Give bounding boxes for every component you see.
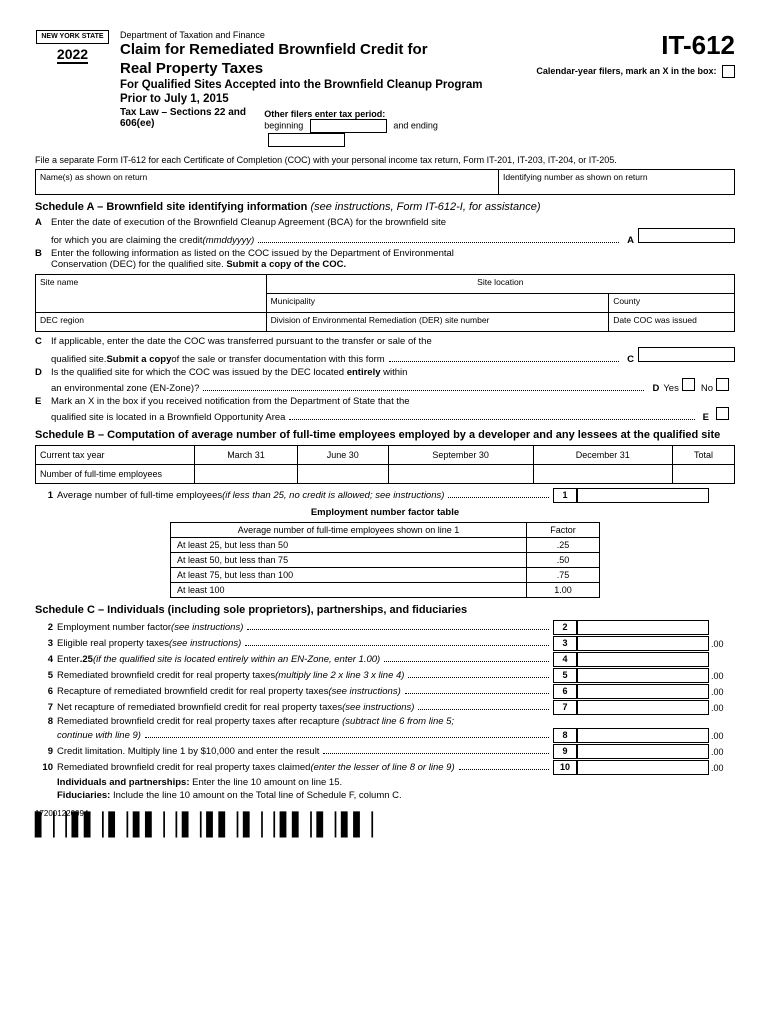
line-d-yes-checkbox[interactable] (682, 378, 695, 391)
emp-sep30-input[interactable] (388, 465, 533, 484)
line-a: A Enter the date of execution of the Bro… (35, 217, 735, 246)
subtitle-2: Prior to July 1, 2015 (120, 93, 495, 105)
line-5: 5 Remediated brownfield credit for real … (35, 668, 735, 683)
individuals-note: Individuals and partnerships: Enter the … (57, 777, 735, 788)
emp-jun30-input[interactable] (297, 465, 388, 484)
factor-table-title: Employment number factor table (35, 507, 735, 518)
name-id-row: Name(s) as shown on return Identifying n… (35, 169, 735, 195)
line-6-input[interactable] (577, 684, 709, 699)
line-8: 8 Remediated brownfield credit for real … (35, 716, 735, 727)
line-c-input[interactable] (638, 347, 735, 362)
schedule-c-header: Schedule C – Individuals (including sole… (35, 604, 735, 616)
barcode-area: 172001220094 ▌││▌▌│▌│▌▌││▌│▌▌│▌││▌▌│▌│▌▌… (35, 809, 735, 833)
line-2: 2 Employment number factor (see instruct… (35, 620, 735, 635)
line-7: 7 Net recapture of remediated brownfield… (35, 700, 735, 715)
calendar-year-filer: Calendar-year filers, mark an X in the b… (505, 65, 735, 78)
line-6: 6 Recapture of remediated brownfield cre… (35, 684, 735, 699)
department: Department of Taxation and Finance (120, 30, 495, 40)
emp-total-input[interactable] (673, 465, 735, 484)
tax-year: 2022 (57, 46, 88, 64)
line-3-input[interactable] (577, 636, 709, 651)
form-number-area: IT-612 Calendar-year filers, mark an X i… (505, 30, 735, 78)
id-input[interactable]: Identifying number as shown on return (499, 170, 734, 194)
schedule-a-header: Schedule A – Brownfield site identifying… (35, 201, 735, 213)
line-d-no-checkbox[interactable] (716, 378, 729, 391)
line-a-input[interactable] (638, 228, 735, 243)
fiduciaries-note: Fiduciaries: Include the line 10 amount … (57, 790, 735, 801)
line-d: D Is the qualified site for which the CO… (35, 367, 735, 394)
main-title-2: Real Property Taxes (120, 61, 495, 78)
tax-law: Tax Law – Sections 22 and 606(ee) (120, 107, 264, 129)
line-b: B Enter the following information as lis… (35, 248, 735, 270)
form-header: NEW YORK STATE 2022 Department of Taxati… (35, 30, 735, 147)
municipality-input[interactable]: Municipality (266, 294, 609, 313)
line-c: C If applicable, enter the date the COC … (35, 336, 735, 365)
period-begin-input[interactable] (310, 119, 387, 133)
site-name-input[interactable]: Site name (36, 275, 267, 313)
line-10-input[interactable] (577, 760, 709, 775)
site-table: Site name Site location Municipality Cou… (35, 274, 735, 332)
emp-mar31-input[interactable] (195, 465, 298, 484)
logo-area: NEW YORK STATE 2022 (35, 30, 110, 64)
barcode-icon: ▌││▌▌│▌│▌▌││▌│▌▌│▌││▌▌│▌│▌▌│ (35, 818, 735, 833)
line-e: E Mark an X in the box if you received n… (35, 396, 735, 423)
line-8-input[interactable] (577, 728, 709, 743)
line-4: 4 Enter .25 (if the qualified site is lo… (35, 652, 735, 667)
line-e-checkbox[interactable] (716, 407, 729, 420)
main-title-1: Claim for Remediated Brownfield Credit f… (120, 42, 495, 59)
line-2-input[interactable] (577, 620, 709, 635)
coc-date-input[interactable]: Date COC was issued (609, 313, 735, 332)
dec-region-input[interactable]: DEC region (36, 313, 267, 332)
der-number-input[interactable]: Division of Environmental Remediation (D… (266, 313, 609, 332)
line-1-input[interactable] (577, 488, 709, 503)
factor-table: Average number of full-time employees sh… (170, 522, 600, 598)
line-9: 9 Credit limitation. Multiply line 1 by … (35, 744, 735, 759)
line-3: 3 Eligible real property taxes (see inst… (35, 636, 735, 651)
name-input[interactable]: Name(s) as shown on return (36, 170, 499, 194)
employee-table: Current tax year March 31 June 30 Septem… (35, 445, 735, 484)
filing-note: File a separate Form IT-612 for each Cer… (35, 155, 735, 165)
line-1: 1 Average number of full-time employees … (35, 488, 735, 503)
line-5-input[interactable] (577, 668, 709, 683)
schedule-b-header: Schedule B – Computation of average numb… (35, 429, 735, 441)
subtitle-1: For Qualified Sites Accepted into the Br… (120, 79, 495, 91)
line-7-input[interactable] (577, 700, 709, 715)
line-9-input[interactable] (577, 744, 709, 759)
period-end-input[interactable] (268, 133, 345, 147)
line-10: 10 Remediated brownfield credit for real… (35, 760, 735, 775)
title-area: Department of Taxation and Finance Claim… (120, 30, 495, 147)
county-input[interactable]: County (609, 294, 735, 313)
nys-logo: NEW YORK STATE (36, 30, 108, 44)
emp-dec31-input[interactable] (533, 465, 672, 484)
line-4-input[interactable] (577, 652, 709, 667)
calendar-year-checkbox[interactable] (722, 65, 735, 78)
line-8b: continue with line 9) 8.00 (35, 728, 735, 743)
form-number: IT-612 (505, 30, 735, 61)
other-filers: Other filers enter tax period: beginning… (264, 109, 495, 147)
